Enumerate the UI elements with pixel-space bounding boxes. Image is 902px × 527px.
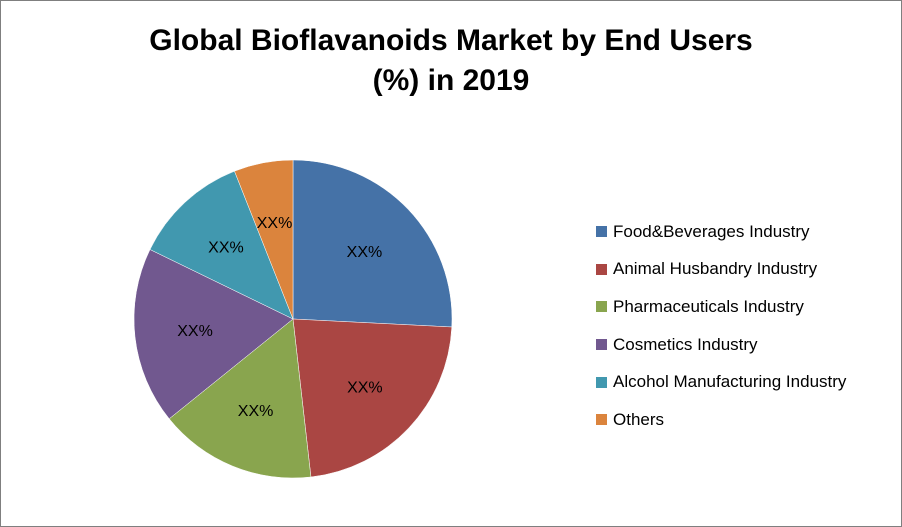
legend-label: Animal Husbandry Industry	[613, 259, 818, 279]
legend-label: Food&Beverages Industry	[613, 221, 810, 241]
chart-legend: Food&Beverages Industry Animal Husbandry …	[596, 213, 846, 439]
legend-item: Animal Husbandry Industry	[596, 251, 846, 289]
pie-data-label: XX%	[347, 379, 383, 396]
pie-slice-pharmaceuticals-industry	[168, 318, 312, 479]
pie-slice-others	[234, 159, 294, 320]
pie-data-label: XX%	[347, 244, 383, 261]
legend-label: Alcohol Manufacturing Industry	[613, 372, 847, 392]
legend-item: Cosmetics Industry	[596, 326, 846, 364]
pie-slice-animal-husbandry-industry	[292, 318, 453, 478]
pie-data-label: XX%	[208, 240, 244, 257]
pie-slice-cosmetics-industry	[133, 249, 294, 420]
legend-item: Pharmaceuticals Industry	[596, 288, 846, 326]
pie-data-label: XX%	[177, 323, 213, 340]
chart-title: Global Bioflavanoids Market by End Users…	[1, 21, 901, 101]
legend-swatch	[596, 301, 607, 313]
legend-item: Food&Beverages Industry	[596, 213, 846, 251]
legend-label: Cosmetics Industry	[613, 334, 758, 354]
legend-swatch	[596, 414, 607, 426]
legend-label: Others	[613, 409, 665, 429]
pie-slice-alcohol-manufacturing-industry	[149, 170, 294, 320]
legend-item: Others	[596, 401, 846, 439]
pie-data-label: XX%	[257, 215, 293, 232]
legend-item: Alcohol Manufacturing Industry	[596, 363, 846, 401]
chart-title-line-2: (%) in 2019	[372, 64, 530, 97]
chart-title-line-1: Global Bioflavanoids Market by End Users	[149, 24, 753, 57]
pie-data-label: XX%	[238, 403, 274, 420]
legend-swatch	[596, 226, 607, 238]
legend-swatch	[596, 339, 607, 351]
pie-slice-food-beverages-industry	[292, 159, 453, 328]
legend-swatch	[596, 263, 607, 275]
legend-swatch	[596, 376, 607, 388]
legend-label: Pharmaceuticals Industry	[613, 296, 804, 316]
